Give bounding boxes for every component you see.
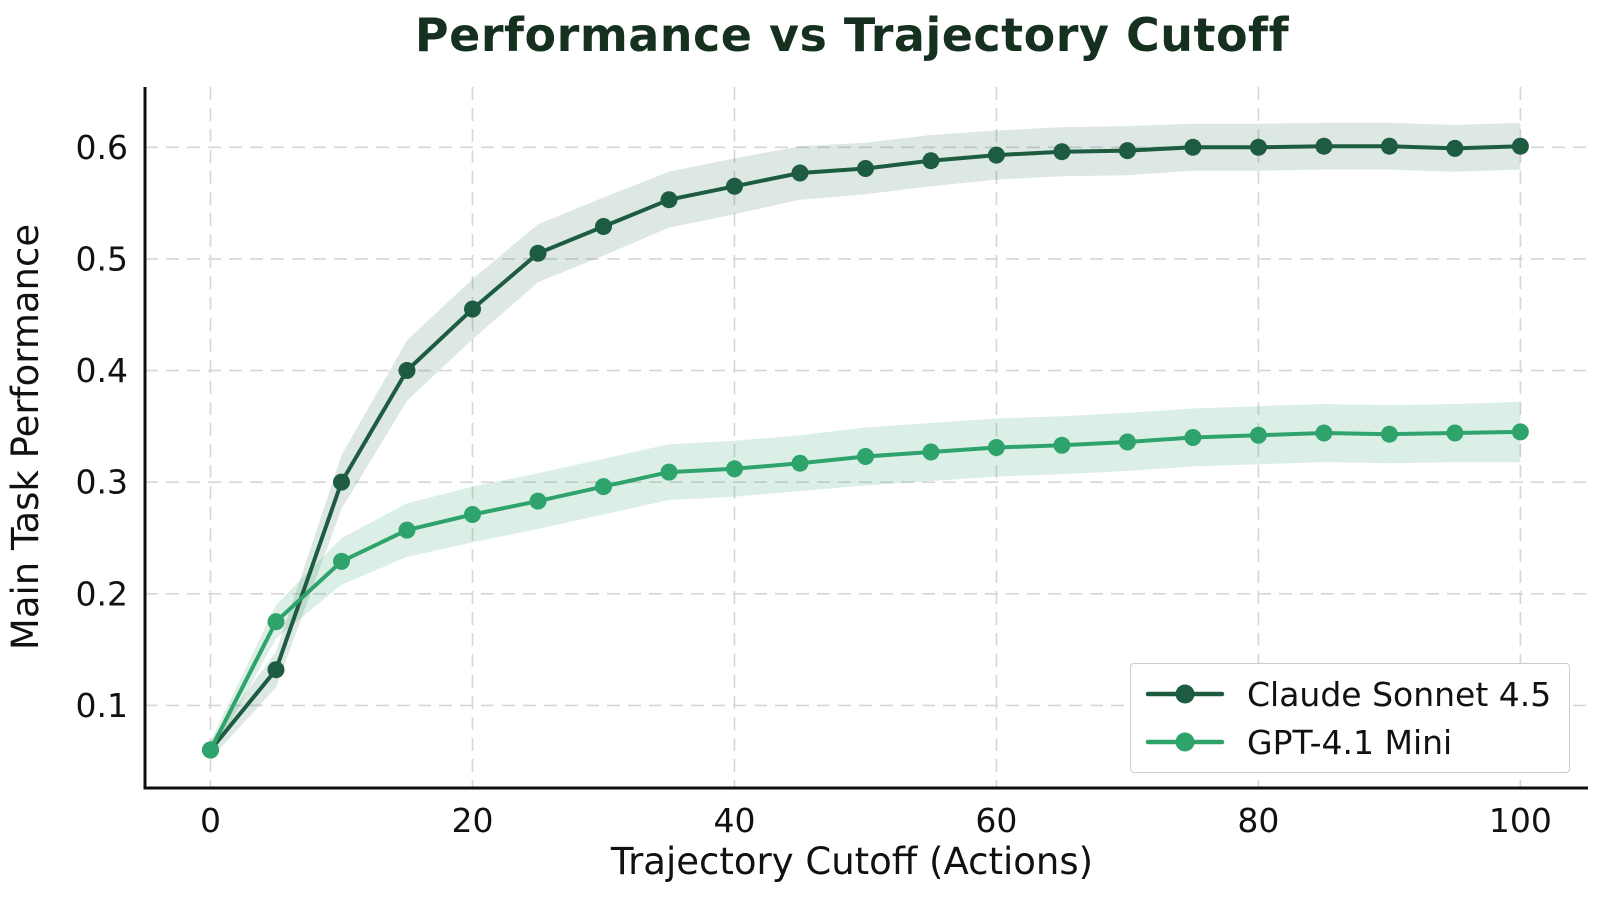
y-tick-label: 0.1 — [76, 686, 128, 725]
data-point-marker — [987, 439, 1005, 456]
data-point-marker — [1315, 424, 1333, 442]
x-tick-label: 20 — [452, 801, 494, 840]
data-point-marker — [464, 506, 481, 523]
data-point-marker — [791, 454, 809, 472]
data-point-marker — [1118, 433, 1136, 451]
data-point-marker — [922, 443, 940, 461]
x-tick-label: 60 — [975, 801, 1017, 840]
y-tick-label: 0.6 — [76, 128, 128, 167]
data-point-marker — [857, 160, 874, 177]
data-point-marker — [660, 463, 678, 481]
x-tick-label: 100 — [1489, 801, 1552, 840]
legend-item-1: GPT-4.1 Mini — [1145, 726, 1559, 759]
data-point-marker — [529, 492, 547, 510]
series-markers — [202, 137, 1529, 759]
legend: Claude Sonnet 4.5 GPT-4.1 Mini — [1130, 663, 1570, 773]
axis-spines — [143, 87, 1588, 790]
data-point-marker — [857, 448, 874, 465]
data-point-marker — [1249, 138, 1267, 156]
data-point-marker — [1380, 137, 1398, 155]
x-tick-label: 40 — [714, 801, 756, 840]
legend-marker-sample — [1175, 684, 1195, 704]
legend-label-1: GPT-4.1 Mini — [1247, 722, 1453, 762]
gridlines — [145, 87, 1588, 788]
data-point-marker — [1118, 142, 1136, 160]
y-axis-label: Main Task Performance — [4, 224, 47, 650]
data-point-marker — [267, 613, 285, 631]
data-point-marker — [922, 152, 940, 170]
data-point-marker — [529, 244, 547, 262]
legend-label-0: Claude Sonnet 4.5 — [1247, 674, 1552, 714]
data-point-marker — [595, 218, 612, 235]
data-point-marker — [398, 521, 416, 539]
x-tick-labels: 0 20 40 60 80 100 — [200, 801, 1552, 840]
data-point-marker — [987, 146, 1005, 164]
data-point-marker — [1446, 139, 1464, 157]
data-point-marker — [464, 300, 481, 318]
data-point-marker — [1053, 143, 1071, 161]
data-point-marker — [1511, 137, 1529, 155]
data-point-marker — [1184, 429, 1202, 446]
data-point-marker — [1053, 436, 1071, 454]
data-point-marker — [267, 661, 285, 679]
chart-title: Performance vs Trajectory Cutoff — [414, 8, 1290, 62]
y-tick-label: 0.5 — [76, 239, 128, 278]
data-point-marker — [726, 460, 743, 478]
data-point-marker — [660, 191, 678, 209]
x-tick-label: 0 — [200, 801, 221, 840]
data-point-marker — [333, 473, 350, 491]
data-point-marker — [1446, 424, 1464, 442]
legend-marker-sample — [1175, 732, 1195, 752]
y-tick-label: 0.2 — [76, 574, 128, 613]
data-point-marker — [333, 552, 350, 570]
data-point-marker — [726, 177, 743, 195]
legend-item-0: Claude Sonnet 4.5 — [1145, 678, 1559, 711]
confidence-band-series-1 — [210, 401, 1521, 759]
legend-line-marker-icon — [1145, 684, 1225, 704]
data-point-marker — [202, 741, 219, 759]
legend-line-marker-icon — [1145, 732, 1225, 752]
confidence-band-series-0 — [210, 122, 1521, 759]
y-tick-labels: 0.1 0.2 0.3 0.4 0.5 0.6 — [76, 128, 128, 725]
data-point-marker — [595, 478, 612, 496]
y-tick-label: 0.4 — [76, 351, 128, 390]
y-tick-label: 0.3 — [76, 463, 128, 502]
data-point-marker — [398, 362, 416, 379]
x-tick-label: 80 — [1237, 801, 1279, 840]
data-point-marker — [1315, 137, 1333, 155]
data-point-marker — [1184, 138, 1202, 156]
data-point-marker — [1380, 425, 1398, 443]
data-point-marker — [791, 164, 809, 182]
data-point-marker — [1249, 426, 1267, 444]
x-axis-label: Trajectory Cutoff (Actions) — [610, 840, 1093, 883]
confidence-bands — [210, 122, 1521, 759]
data-point-marker — [1511, 423, 1529, 441]
